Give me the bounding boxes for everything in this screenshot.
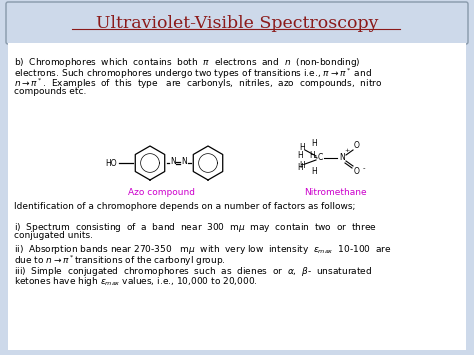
- Bar: [8, 43, 466, 350]
- Text: O: O: [354, 141, 360, 149]
- Text: Ultraviolet-Visible Spectroscopy: Ultraviolet-Visible Spectroscopy: [96, 16, 378, 33]
- Text: due to $n \rightarrow \pi^*$transitions of the carbonyl group.: due to $n \rightarrow \pi^*$transitions …: [14, 253, 226, 268]
- Text: ketones have high $\varepsilon_{max}$ values, i.e., 10,000 to 20,000.: ketones have high $\varepsilon_{max}$ va…: [14, 275, 258, 289]
- Text: H: H: [297, 164, 303, 173]
- Text: $n \rightarrow \pi^*$.  Examples  of  this  type   are  carbonyls,  nitriles,  a: $n \rightarrow \pi^*$. Examples of this …: [14, 77, 383, 91]
- Text: N: N: [170, 157, 176, 165]
- Text: iii)  Simple  conjugated  chromophores  such  as  dienes  or  $\alpha$,  $\beta$: iii) Simple conjugated chromophores such…: [14, 265, 372, 278]
- Text: C: C: [318, 153, 323, 163]
- Text: Nitromethane: Nitromethane: [304, 188, 366, 197]
- Text: Azo compound: Azo compound: [128, 188, 195, 197]
- Text: HO: HO: [105, 158, 117, 168]
- Text: i)  Spectrum  consisting  of  a  band  near  300  m$\mu$  may  contain  two  or : i) Spectrum consisting of a band near 30…: [14, 221, 377, 234]
- Text: H: H: [311, 140, 317, 148]
- Text: ii)  Absorption bands near 270-350   m$\mu$  with  very low  intensity  $\vareps: ii) Absorption bands near 270-350 m$\mu$…: [14, 243, 392, 256]
- Text: H: H: [311, 168, 317, 176]
- Text: H: H: [299, 162, 305, 170]
- Text: N: N: [339, 153, 345, 163]
- Text: b)  Chromophores  which  contains  both  $\pi$  electrons  and  $n$  (non-bondin: b) Chromophores which contains both $\pi…: [14, 56, 360, 69]
- FancyBboxPatch shape: [6, 2, 468, 44]
- Text: Identification of a chromophore depends on a number of factors as follows;: Identification of a chromophore depends …: [14, 202, 356, 211]
- Text: N: N: [181, 157, 187, 165]
- Text: O: O: [354, 166, 360, 175]
- Text: conjugated units.: conjugated units.: [14, 231, 93, 240]
- Text: H: H: [309, 151, 315, 159]
- Text: H: H: [299, 143, 305, 153]
- Text: +: +: [345, 148, 350, 153]
- Text: compounds etc.: compounds etc.: [14, 87, 86, 97]
- Text: H: H: [297, 151, 303, 159]
- Text: -: -: [363, 165, 365, 171]
- Text: electrons. Such chromophores undergo two types of transitions i.e., $\pi \righta: electrons. Such chromophores undergo two…: [14, 66, 372, 81]
